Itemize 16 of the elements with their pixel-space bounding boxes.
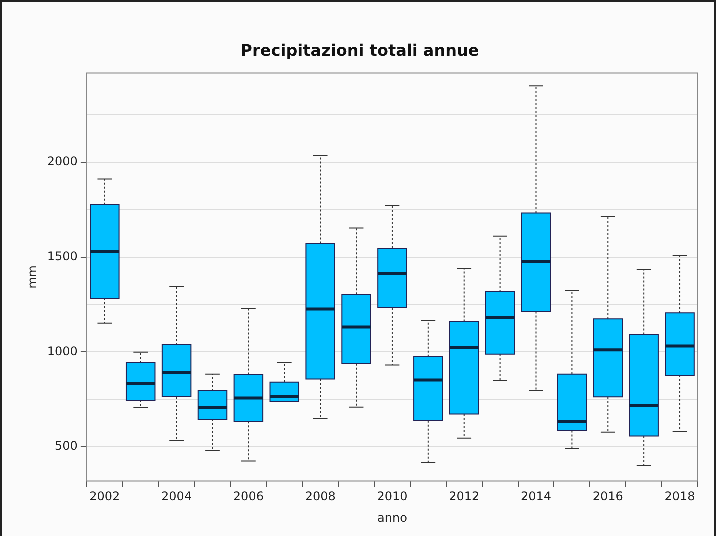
x-tick-label: 2008	[305, 490, 336, 504]
x-tick-label: 2018	[664, 490, 696, 504]
x-axis-title: anno	[378, 510, 408, 525]
chart-title: Precipitazioni totali annue	[240, 40, 480, 60]
y-tick-label: 2000	[47, 154, 78, 169]
x-tick-label: 2002	[90, 490, 120, 504]
x-tick-label: 2010	[377, 490, 408, 504]
x-tick-label: 2012	[449, 490, 480, 504]
x-tick-label: 2014	[520, 490, 552, 504]
y-tick-label: 1000	[47, 344, 78, 358]
y-tick-label: 1500	[47, 249, 78, 264]
x-tick-label: 2006	[233, 490, 264, 504]
x-tick-label: 2016	[592, 490, 624, 504]
y-tick-label: 500	[55, 439, 78, 454]
x-tick-label: 2004	[162, 490, 192, 504]
y-axis-title: mm	[25, 266, 40, 289]
